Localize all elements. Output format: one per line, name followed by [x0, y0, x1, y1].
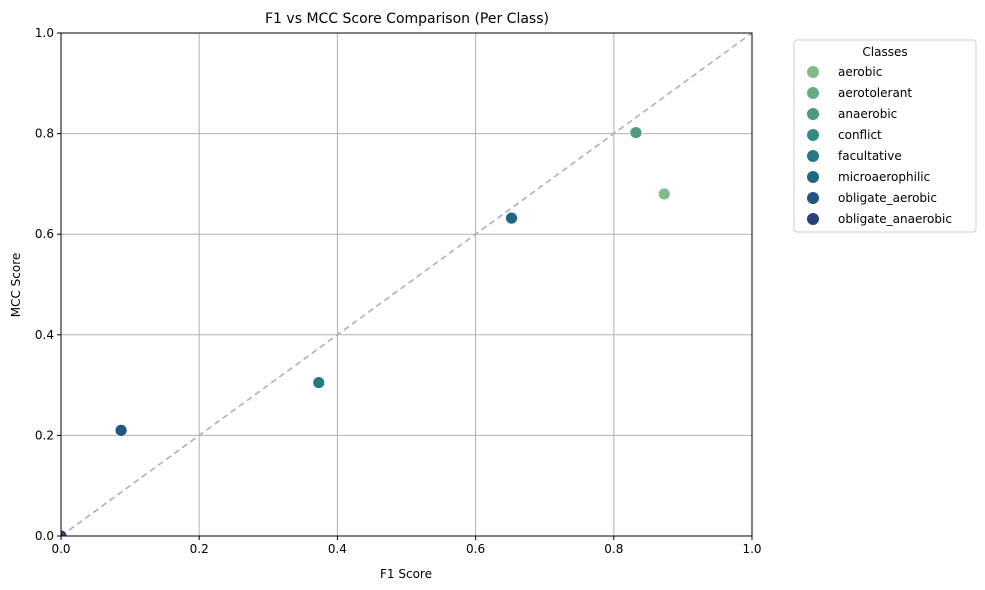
- y-tick-label: 0.0: [35, 529, 54, 543]
- y-tick-label: 0.8: [35, 127, 54, 141]
- legend-marker-obligate-anaerobic: [807, 213, 819, 225]
- legend-marker-aerotolerant: [807, 87, 819, 99]
- x-axis: 0.0 0.2 0.4 0.6 0.8 1.0: [51, 536, 762, 556]
- y-axis-label: MCC Score: [9, 253, 23, 318]
- x-axis-label: F1 Score: [380, 567, 432, 581]
- data-point-obligate-aerobic: [114, 423, 128, 437]
- plot-frame: [60, 32, 753, 537]
- y-tick-label: 0.2: [35, 428, 54, 442]
- y-axis: 0.0 0.2 0.4 0.6 0.8 1.0: [35, 26, 61, 543]
- legend-items: aerobic aerotolerant anaerobic conflict facu…: [807, 65, 952, 226]
- legend-label: facultative: [838, 149, 902, 163]
- legend-label: anaerobic: [838, 107, 897, 121]
- legend-marker-aerobic: [807, 66, 819, 78]
- x-tick-label: 0.8: [604, 542, 623, 556]
- legend-label: conflict: [838, 128, 882, 142]
- legend-marker-obligate-aerobic: [807, 192, 819, 204]
- legend-label: microaerophilic: [838, 170, 930, 184]
- legend-label: obligate_aerobic: [838, 191, 937, 205]
- data-point-aerobic: [657, 187, 671, 201]
- x-tick-label: 0.2: [190, 542, 209, 556]
- diagonal-reference-line: [60, 32, 753, 537]
- data-point-facultative: [312, 376, 326, 389]
- data-point-obligate-anaerobic: [61, 529, 68, 536]
- data-point-microaerophilic: [505, 211, 518, 225]
- chart-title: F1 vs MCC Score Comparison (Per Class): [265, 11, 549, 27]
- y-tick-label: 0.6: [35, 227, 54, 241]
- x-tick-label: 1.0: [742, 542, 761, 556]
- legend-box: [793, 39, 977, 233]
- points-layer: [61, 126, 671, 536]
- y-tick-label: 0.4: [35, 328, 54, 342]
- legend-marker-microaerophilic: [807, 171, 819, 183]
- legend-label: obligate_anaerobic: [838, 212, 952, 226]
- legend-title: Classes: [862, 45, 907, 59]
- legend-marker-facultative: [807, 150, 819, 162]
- data-point-anaerobic: [629, 126, 643, 139]
- legend-marker-anaerobic: [807, 108, 819, 120]
- y-tick-label: 1.0: [35, 26, 54, 40]
- reference-line-layer: [60, 32, 753, 537]
- legend-label: aerobic: [838, 65, 882, 79]
- legend-marker-conflict: [807, 129, 819, 141]
- x-tick-label: 0.4: [328, 542, 347, 556]
- legend: Classes aerobic aerotolerant anaerobic conf…: [793, 39, 977, 233]
- x-tick-label: 0.0: [51, 542, 70, 556]
- legend-label: aerotolerant: [838, 86, 912, 100]
- x-tick-label: 0.6: [466, 542, 485, 556]
